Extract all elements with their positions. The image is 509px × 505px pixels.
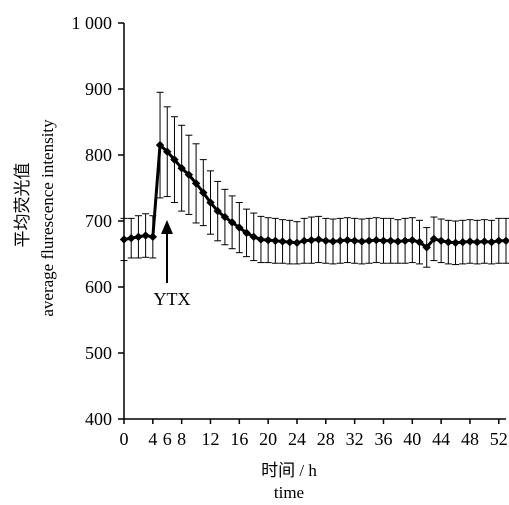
data-point bbox=[177, 164, 186, 173]
data-point bbox=[163, 147, 172, 156]
data-point bbox=[227, 218, 237, 227]
markers bbox=[119, 140, 509, 252]
data-point bbox=[451, 238, 460, 247]
data-point bbox=[343, 235, 352, 245]
data-point bbox=[299, 236, 309, 245]
data-point bbox=[465, 237, 475, 246]
data-point bbox=[141, 231, 150, 240]
data-point bbox=[408, 235, 417, 245]
x-tick-label: 28 bbox=[317, 429, 335, 449]
data-point bbox=[364, 236, 374, 245]
x-tick-label: 44 bbox=[432, 429, 450, 449]
data-point bbox=[415, 237, 424, 247]
data-point bbox=[263, 235, 273, 245]
tick-labels: 400 500 600 700 800 900 1 000 0 4 6 8 12 16 20 24 28 32 3… bbox=[72, 13, 508, 449]
data-point bbox=[271, 236, 280, 245]
data-point bbox=[350, 236, 359, 245]
x-tick-label: 0 bbox=[120, 429, 129, 449]
data-point bbox=[501, 236, 509, 245]
y-axis-title-cn: 平均荧光值 bbox=[13, 163, 32, 248]
data-point bbox=[292, 238, 302, 247]
x-tick-label: 16 bbox=[230, 429, 248, 449]
data-point bbox=[127, 233, 136, 243]
data-point bbox=[307, 235, 316, 245]
y-tick-label: 1 000 bbox=[72, 13, 113, 33]
y-tick-label: 900 bbox=[85, 79, 112, 99]
data-point bbox=[472, 237, 482, 247]
data-point bbox=[436, 236, 446, 245]
data-point bbox=[321, 236, 331, 245]
data-point bbox=[357, 237, 367, 246]
data-point bbox=[487, 237, 496, 247]
data-point bbox=[458, 237, 467, 247]
x-tick-label: 36 bbox=[374, 429, 392, 449]
annotation-arrow-head bbox=[161, 220, 173, 234]
data-point bbox=[379, 236, 388, 245]
data-point bbox=[235, 223, 244, 232]
data-point bbox=[285, 237, 294, 247]
data-point bbox=[314, 235, 323, 244]
y-axis-title-en: average flurescence intensity bbox=[38, 119, 57, 317]
x-tick-label: 48 bbox=[461, 429, 479, 449]
ytx-annotation: YTX bbox=[154, 220, 191, 309]
data-point bbox=[444, 237, 453, 247]
data-point bbox=[199, 188, 208, 197]
data-point bbox=[242, 228, 251, 238]
data-point bbox=[134, 232, 143, 242]
y-tick-label: 700 bbox=[85, 211, 112, 231]
data-point bbox=[278, 237, 287, 246]
x-tick-label: 52 bbox=[490, 429, 508, 449]
data-point bbox=[220, 212, 230, 222]
data-point bbox=[249, 232, 258, 242]
y-tick-label: 400 bbox=[85, 409, 112, 429]
x-tick-label: 24 bbox=[288, 429, 306, 449]
data-point bbox=[372, 235, 381, 245]
data-point bbox=[170, 155, 179, 164]
data-point bbox=[213, 206, 222, 216]
data-point bbox=[191, 179, 201, 188]
data-point bbox=[148, 232, 158, 242]
annotation-label: YTX bbox=[154, 289, 191, 309]
x-tick-label: 8 bbox=[177, 429, 186, 449]
y-tick-label: 500 bbox=[85, 343, 112, 363]
x-axis-title-en: time bbox=[274, 483, 304, 502]
x-tick-label: 6 bbox=[163, 429, 172, 449]
data-point bbox=[119, 235, 129, 244]
data-point bbox=[206, 198, 215, 207]
y-tick-label: 600 bbox=[85, 277, 112, 297]
x-tick-label: 12 bbox=[201, 429, 219, 449]
x-axis-title: 时间 / h time bbox=[261, 461, 317, 502]
data-point bbox=[480, 237, 489, 246]
data-point bbox=[184, 170, 194, 179]
data-point bbox=[256, 235, 266, 244]
data-point bbox=[422, 243, 431, 252]
x-tick-label: 20 bbox=[259, 429, 277, 449]
data-point bbox=[400, 236, 410, 245]
axes bbox=[118, 22, 506, 424]
data-point bbox=[429, 234, 439, 244]
x-tick-label: 32 bbox=[346, 429, 364, 449]
x-tick-label: 4 bbox=[148, 429, 157, 449]
x-axis-title-cn: 时间 / h bbox=[261, 461, 317, 480]
x-tick-label: 40 bbox=[403, 429, 421, 449]
data-point bbox=[386, 236, 395, 245]
data-point bbox=[336, 236, 345, 245]
data-point bbox=[155, 140, 165, 150]
data-point bbox=[328, 237, 338, 246]
data-point bbox=[393, 237, 403, 246]
y-axis-title: 平均荧光值 average flurescence intensity bbox=[13, 119, 57, 317]
y-tick-label: 800 bbox=[85, 145, 112, 165]
data-point bbox=[494, 236, 503, 245]
